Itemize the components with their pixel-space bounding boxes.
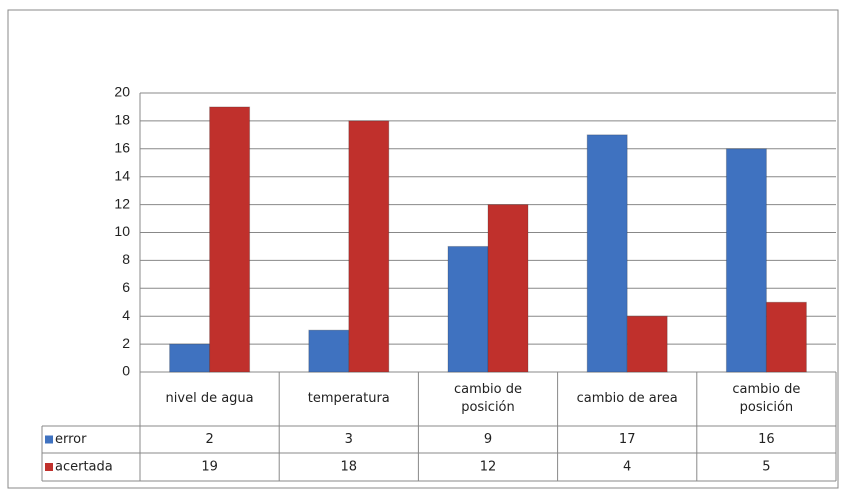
y-tick-label: 8 [122, 251, 130, 267]
x-tick-label: cambio de posición [453, 382, 522, 415]
table-value: 3 [345, 432, 353, 447]
x-tick-label: nivel de agua [165, 391, 254, 406]
x-tick-label: cambio de posición [732, 382, 801, 415]
y-tick-label: 2 [122, 335, 130, 351]
table-value: 16 [758, 432, 775, 447]
bar [586, 134, 628, 373]
category-cell: cambio de posición [732, 382, 801, 415]
table-value: 5 [762, 460, 770, 475]
legend-label: error [55, 432, 87, 447]
y-tick-label: 4 [122, 307, 130, 323]
y-tick-label: 14 [114, 167, 130, 183]
bar [725, 148, 767, 373]
legend-key [45, 463, 53, 471]
bar [348, 120, 390, 373]
category-cell: cambio de posición [453, 382, 522, 415]
legend-key [45, 435, 53, 444]
chart-frame [7, 9, 839, 489]
legend-label: acertada [55, 460, 113, 475]
category-cell: cambio de area [576, 391, 678, 406]
table-value: 4 [623, 460, 631, 475]
bar [765, 301, 807, 373]
bar [487, 204, 529, 373]
bar [447, 245, 489, 373]
category-cell: nivel de agua [165, 391, 254, 406]
x-tick-label: temperatura [307, 391, 390, 406]
table-value: 19 [201, 460, 218, 475]
table-value: 17 [619, 432, 636, 447]
y-tick-label: 18 [114, 112, 130, 128]
bar [169, 343, 211, 373]
bar [308, 329, 350, 373]
table-value: 2 [205, 432, 213, 447]
y-tick-label: 20 [114, 84, 130, 100]
y-tick-label: 12 [114, 195, 130, 211]
category-cell: temperatura [307, 391, 390, 406]
x-tick-label: cambio de area [576, 391, 678, 406]
y-tick-label: 10 [114, 223, 130, 239]
table-value: 9 [484, 432, 492, 447]
table-value: 12 [480, 460, 497, 475]
bar [626, 315, 668, 373]
table-value: 18 [341, 460, 358, 475]
y-tick-label: 0 [122, 363, 130, 379]
y-tick-label: 6 [122, 279, 130, 295]
y-tick-label: 16 [114, 140, 130, 156]
bar [209, 106, 251, 373]
